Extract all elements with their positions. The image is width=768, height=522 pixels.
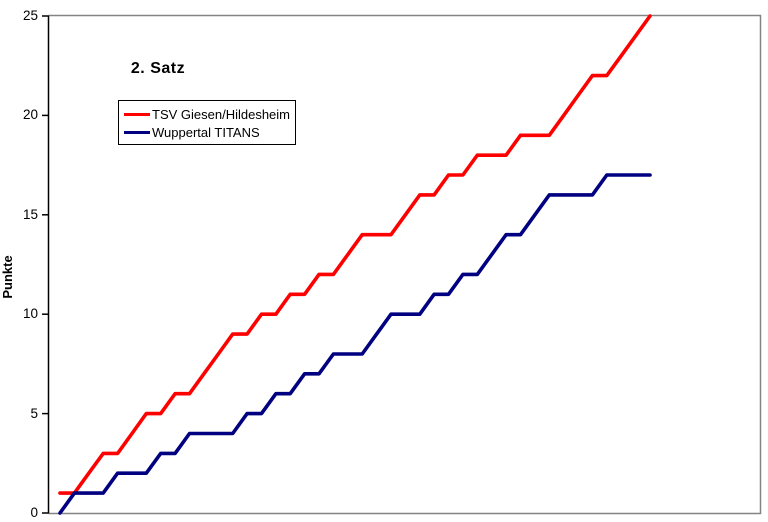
y-tick-label: 15	[22, 206, 38, 222]
legend-item-tsv: TSV Giesen/Hildesheim	[124, 105, 295, 123]
tsv-line-swatch	[124, 112, 150, 116]
y-tick-label: 10	[22, 306, 38, 322]
chart-title: 2. Satz	[130, 60, 186, 77]
series-line-tsv	[58, 14, 652, 495]
y-axis-title: Punkte	[0, 255, 15, 299]
y-tick-label: 25	[22, 8, 38, 23]
legend-label-tsv: TSV Giesen/Hildesheim	[152, 106, 290, 122]
y-tick-label: 0	[30, 505, 38, 520]
legend-item-wuppertal: Wuppertal TITANS	[124, 123, 295, 141]
y-tick-label: 5	[30, 405, 38, 421]
legend-label-wuppertal: Wuppertal TITANS	[152, 124, 260, 140]
wuppertal-line-swatch	[124, 130, 150, 134]
plot-border	[48, 14, 762, 515]
y-tick-label: 20	[22, 107, 38, 123]
series-line-wuppertal	[58, 173, 652, 515]
legend-box: TSV Giesen/Hildesheim Wuppertal TITANS	[118, 100, 296, 145]
